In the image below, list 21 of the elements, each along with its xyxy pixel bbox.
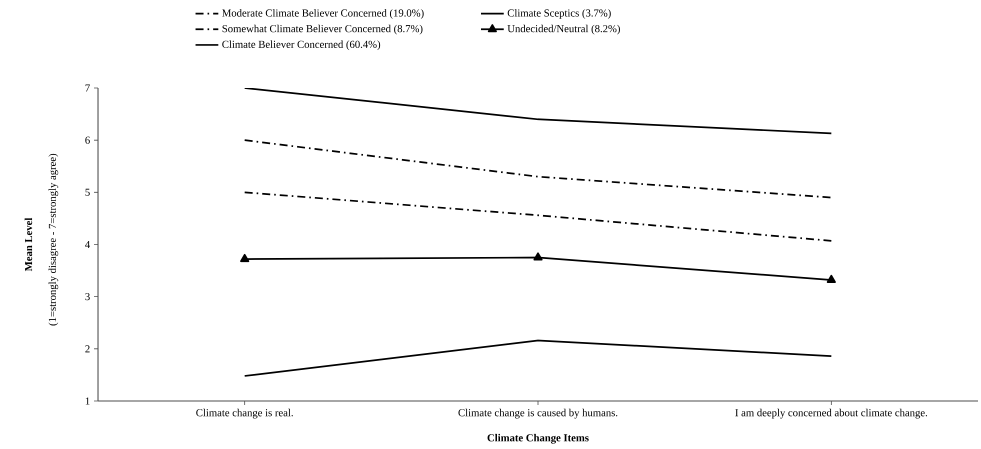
x-axis-title: Climate Change Items: [488, 434, 589, 444]
y-tick-label: 2: [85, 345, 90, 352]
x-tick-label: Climate change is caused by humans.: [458, 408, 618, 419]
y-tick-label: 3: [85, 293, 90, 300]
y-tick-label: 1: [86, 397, 90, 405]
point: [533, 252, 543, 261]
y-tick-label: 4: [85, 240, 90, 248]
y-axis-title: Mean Level: [24, 218, 32, 272]
y-tick-label: 7: [86, 84, 90, 92]
y-tick-label: 6: [85, 136, 90, 144]
point: [826, 274, 836, 283]
x-tick-label: I am deeply concerned about climate change.: [735, 408, 928, 419]
legend-label: Undecided/Neutral (8.2%): [508, 24, 620, 34]
y-tick-label: 5: [85, 188, 90, 196]
x-tick-label: Climate change is real.: [196, 408, 293, 419]
legend-label: Climate Believer Concerned (60.4%): [222, 40, 380, 50]
legend-label: Somewhat Climate Believer Concerned (8.7%): [222, 24, 422, 34]
legend-label: Moderate Climate Believer Concerned (19.0%): [222, 9, 424, 19]
legend-label: Climate Sceptics (3.7%): [508, 9, 611, 19]
text: (1=strongly disagree - 7=strongly agree): [48, 154, 58, 326]
point: [240, 254, 250, 262]
